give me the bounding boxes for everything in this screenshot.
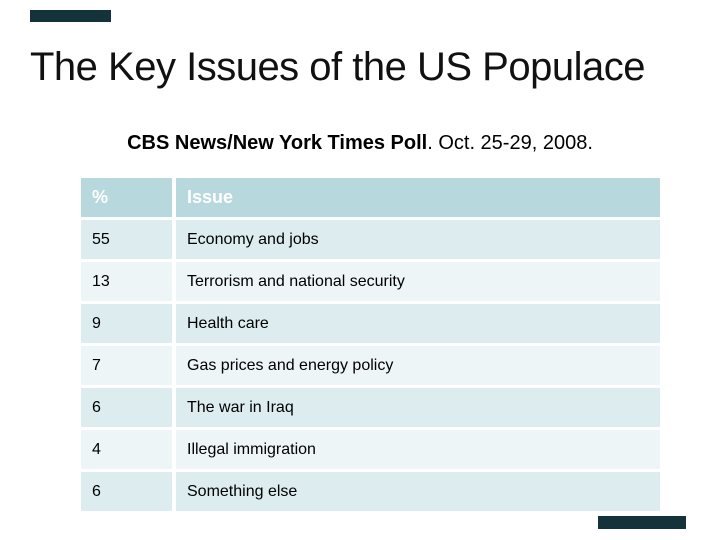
poll-table-body: 55 Economy and jobs 13 Terrorism and nation…	[81, 217, 660, 511]
table-header-percent: %	[81, 178, 172, 217]
table-cell-issue: Terrorism and national security	[172, 262, 660, 301]
slide-title: The Key Issues of the US Populace	[30, 45, 645, 89]
table-row: 55 Economy and jobs	[81, 217, 660, 259]
accent-bar-bottom-right	[598, 516, 686, 529]
table-row: 7 Gas prices and energy policy	[81, 343, 660, 385]
accent-bar-top-left	[30, 10, 111, 22]
table-cell-percent: 9	[81, 304, 172, 343]
table-header-issue: Issue	[172, 178, 660, 217]
poll-table: % Issue 55 Economy and jobs 13 Terrorism an…	[81, 178, 660, 511]
table-cell-issue: Something else	[172, 472, 660, 511]
table-cell-percent: 13	[81, 262, 172, 301]
slide-subtitle: CBS News/New York Times Poll. Oct. 25-29…	[0, 131, 720, 155]
table-cell-issue: Gas prices and energy policy	[172, 346, 660, 385]
table-cell-percent: 4	[81, 430, 172, 469]
table-cell-issue: Economy and jobs	[172, 220, 660, 259]
table-row: 6 Something else	[81, 469, 660, 511]
table-cell-percent: 7	[81, 346, 172, 385]
table-row: 9 Health care	[81, 301, 660, 343]
table-cell-issue: The war in Iraq	[172, 388, 660, 427]
table-cell-issue: Health care	[172, 304, 660, 343]
subtitle-poll-date: . Oct. 25-29, 2008.	[427, 132, 593, 154]
subtitle-poll-source: CBS News/New York Times Poll	[127, 132, 428, 154]
table-row: 4 Illegal immigration	[81, 427, 660, 469]
table-row: 13 Terrorism and national security	[81, 259, 660, 301]
table-header-row: % Issue	[81, 178, 660, 217]
table-cell-percent: 6	[81, 388, 172, 427]
table-row: 6 The war in Iraq	[81, 385, 660, 427]
table-cell-percent: 55	[81, 220, 172, 259]
table-cell-issue: Illegal immigration	[172, 430, 660, 469]
table-cell-percent: 6	[81, 472, 172, 511]
